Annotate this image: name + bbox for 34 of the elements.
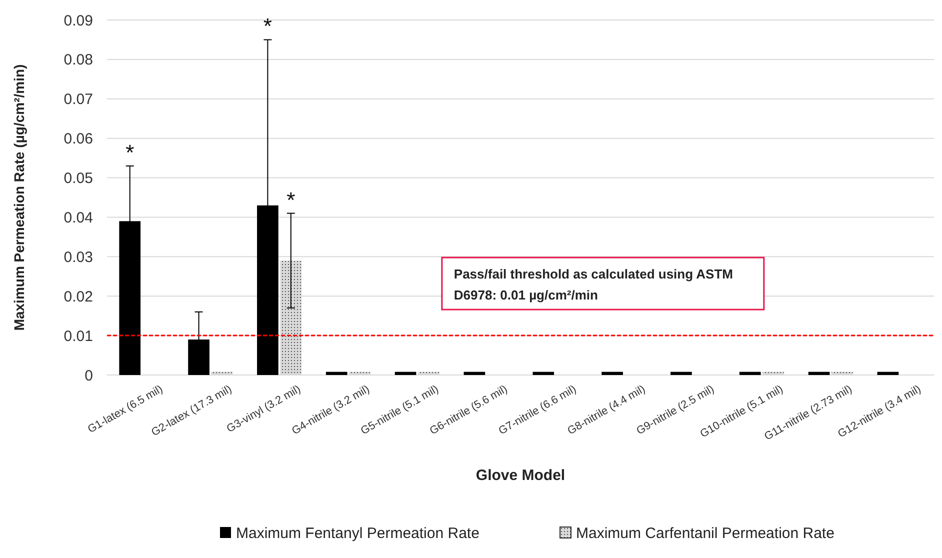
- bar: [808, 372, 830, 375]
- y-tick-label: 0: [84, 367, 93, 384]
- bar: [464, 372, 486, 375]
- x-axis-title: Glove Model: [476, 467, 566, 484]
- bar: [832, 372, 853, 375]
- y-axis-title: Maximum Permeation Rate (µg/cm²/min): [11, 64, 27, 331]
- bar: [739, 372, 761, 375]
- y-tick-label: 0.07: [64, 91, 93, 108]
- y-tick-label: 0.05: [64, 170, 93, 188]
- bar: [762, 372, 784, 375]
- y-tick-label: 0.02: [64, 288, 93, 306]
- bar: [280, 260, 302, 375]
- ref-line-label: Pass/fail threshold as calculated using ASTM D6978: 0.01 µg/cm²/min: [454, 266, 734, 303]
- annotation: *: [263, 14, 272, 39]
- y-tick-label: 0.03: [64, 248, 93, 266]
- bar: [532, 372, 554, 375]
- y-tick-label: 0.06: [64, 130, 93, 148]
- bar: [602, 372, 623, 375]
- y-tick-label: 0.01: [64, 328, 93, 345]
- bar: [418, 372, 440, 375]
- annotation: *: [286, 187, 296, 212]
- legend-label: Maximum Carfentanil Permeation Rate: [576, 525, 834, 542]
- bar: [349, 372, 370, 375]
- bar: [670, 372, 692, 375]
- callout-box: Pass/fail threshold as calculated using ASTM D6978: 0.01 µg/cm²/min: [441, 256, 765, 310]
- bar: [211, 372, 233, 375]
- annotation: *: [126, 140, 135, 165]
- bar: [877, 372, 899, 375]
- bar: [326, 372, 348, 375]
- y-tick-label: 0.08: [64, 52, 93, 69]
- legend-label: Maximum Fentanyl Permeation Rate: [236, 525, 480, 542]
- y-tick-label: 0.09: [64, 12, 93, 30]
- bar: [394, 372, 416, 375]
- y-tick-label: 0.04: [64, 209, 93, 226]
